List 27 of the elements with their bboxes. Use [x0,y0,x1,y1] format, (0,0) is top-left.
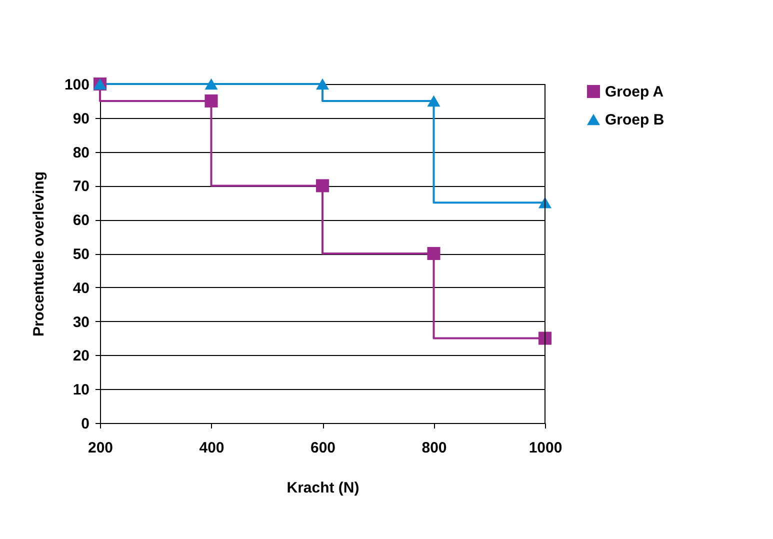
x-axis-title: Kracht (N) [286,480,360,496]
y-tick-label: 50 [72,246,90,263]
x-tick-label: 1000 [528,440,562,456]
y-tick-label: 40 [72,280,90,297]
point [538,332,552,345]
point [427,95,440,107]
y-tick-label: 10 [72,382,90,399]
y-tick-label: 0 [81,416,90,432]
x-tick-label: 600 [310,440,336,456]
point [316,78,330,90]
y-tick-label: 30 [72,314,90,331]
point [316,179,330,192]
y-tick-label: 20 [72,348,90,365]
legend-label: Groep A [605,84,664,100]
legend-label: Groep B [605,112,664,128]
y-axis-title: Procentuele overleving [30,171,48,337]
point [204,78,218,90]
x-tick-label: 200 [88,440,114,456]
point [204,94,218,108]
y-tick-label: 90 [72,110,90,128]
x-tick-label: 800 [422,440,447,456]
y-tick-label: 100 [64,76,90,94]
y-tick-label: 80 [72,144,90,162]
x-tick-label: 400 [199,440,224,456]
point [427,246,440,260]
y-tick-label: 60 [72,212,90,230]
y-tick-label: 70 [72,178,90,196]
